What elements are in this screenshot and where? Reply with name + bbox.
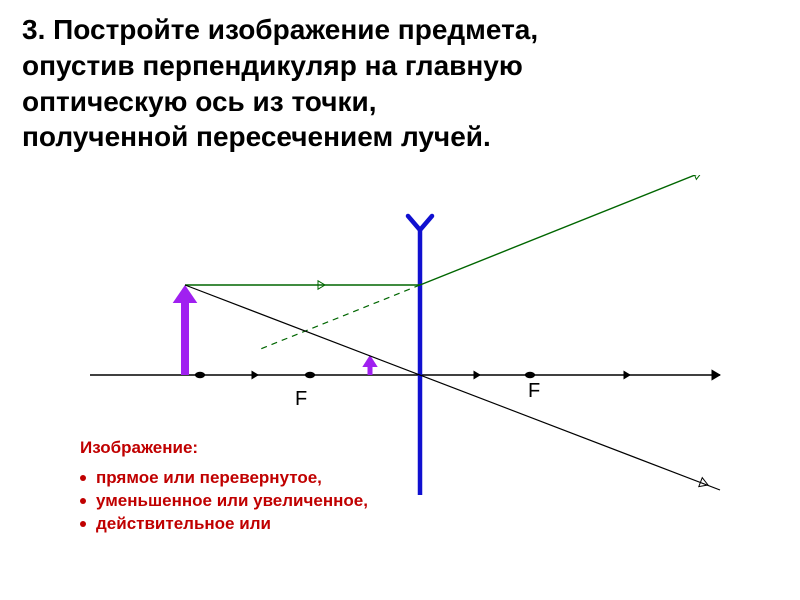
caption-header: Изображение: — [80, 438, 368, 458]
svg-text:F: F — [528, 380, 540, 402]
caption-bullet: действительное или — [80, 514, 368, 534]
caption-bullet-text: уменьшенное или увеличенное, — [96, 491, 368, 511]
title-line: 3. Постройте изображение предмета, — [22, 12, 778, 48]
caption-block: Изображение: прямое или перевернутое, уме… — [80, 438, 368, 537]
title-text: 3. Постройте изображение предмета,опусти… — [22, 12, 778, 155]
caption-bullet: прямое или перевернутое, — [80, 468, 368, 488]
title-line: опустив перпендикуляр на главную — [22, 48, 778, 84]
title-line: оптическую ось из точки, — [22, 84, 778, 120]
svg-text:F: F — [295, 388, 307, 410]
title-line: полученной пересечением лучей. — [22, 119, 778, 155]
caption-bullet: уменьшенное или увеличенное, — [80, 491, 368, 511]
caption-bullet-text: действительное или — [96, 514, 271, 534]
caption-bullet-text: прямое или перевернутое, — [96, 468, 322, 488]
